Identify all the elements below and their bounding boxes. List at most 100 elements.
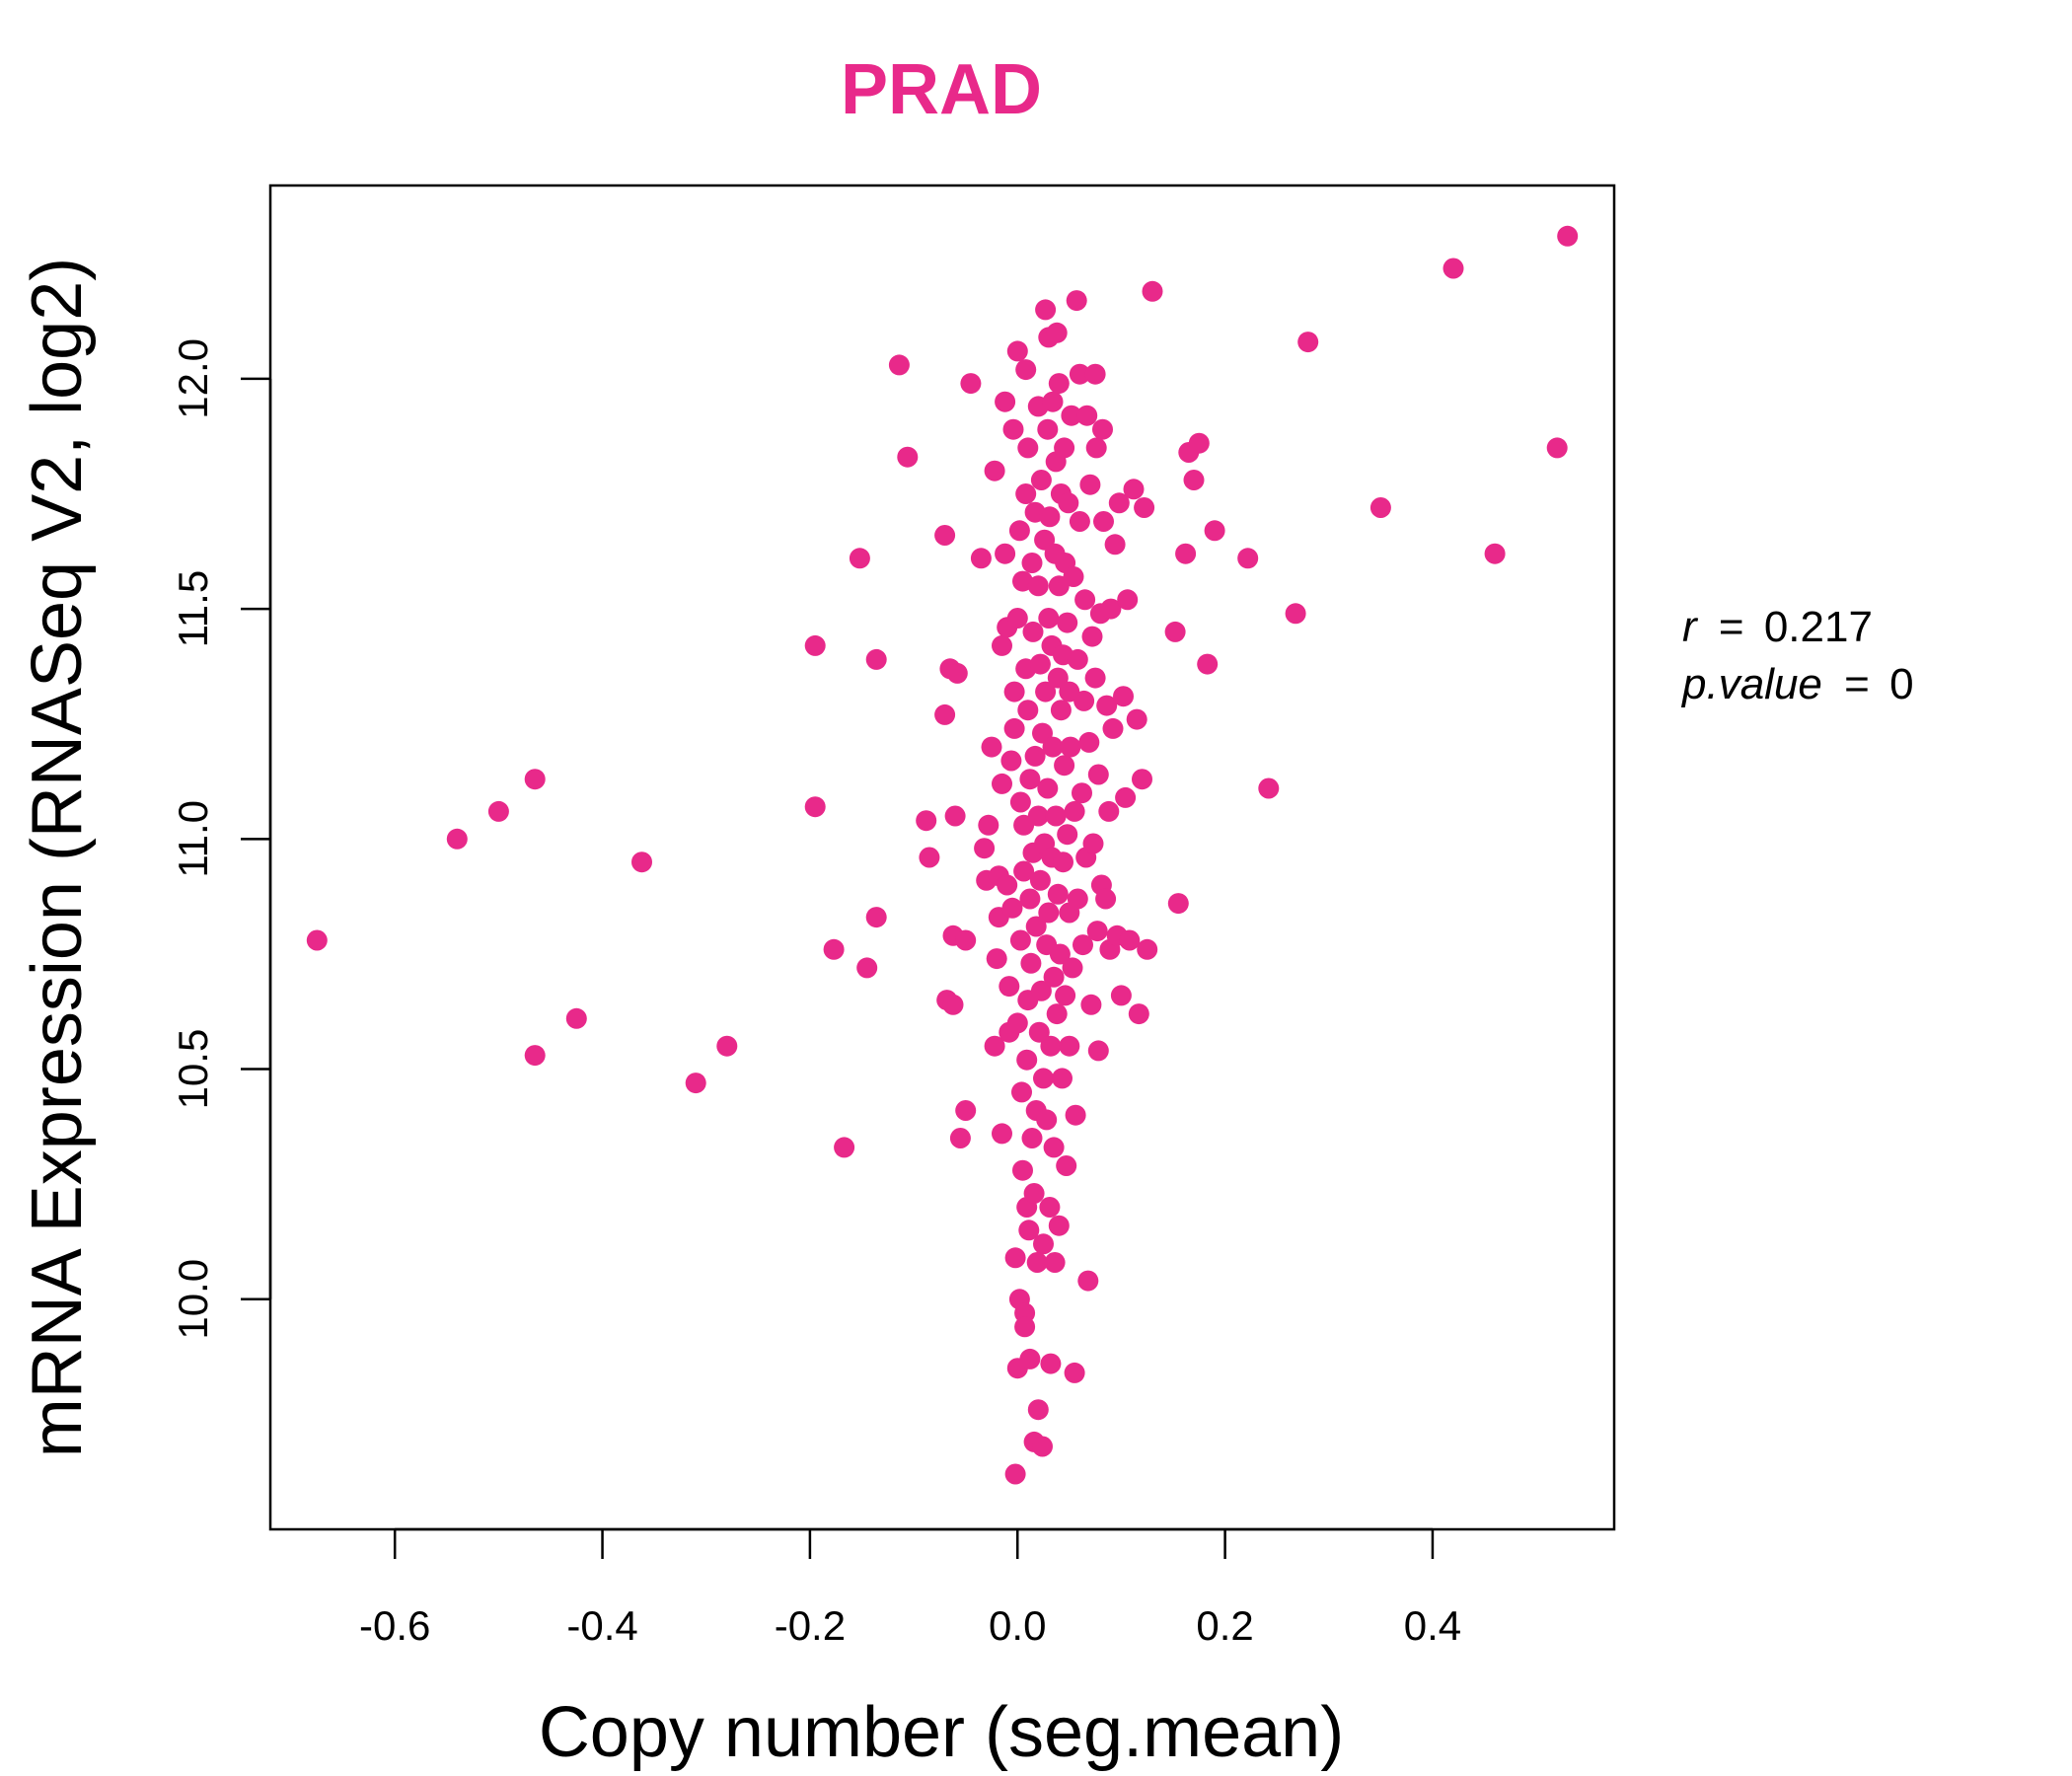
data-point <box>1093 511 1114 532</box>
data-point <box>1044 1252 1066 1273</box>
data-point <box>1042 391 1064 412</box>
data-point <box>856 957 878 979</box>
data-point <box>1443 258 1464 279</box>
data-point <box>1557 225 1579 247</box>
data-point <box>1175 543 1197 564</box>
data-point <box>955 929 977 951</box>
data-point <box>992 634 1012 656</box>
data-point <box>1087 1040 1109 1062</box>
data-point <box>1019 769 1041 790</box>
data-point <box>1043 1137 1065 1158</box>
y-tick-label: 12.0 <box>170 338 216 419</box>
data-point <box>974 838 996 859</box>
data-point <box>1076 405 1098 426</box>
data-point <box>888 354 910 376</box>
stats-annotation: r = 0.217 p.value = 0 <box>1680 603 1914 708</box>
data-point <box>1040 1353 1062 1374</box>
data-point <box>944 805 966 827</box>
data-point <box>1119 929 1141 951</box>
data-point <box>960 373 982 395</box>
data-point <box>1033 1233 1054 1255</box>
data-point <box>1074 589 1096 611</box>
data-point <box>1087 764 1109 785</box>
x-axis-title: Copy number (seg.mean) <box>539 1693 1344 1772</box>
data-point <box>1039 1197 1061 1218</box>
data-point <box>1020 952 1042 974</box>
data-point <box>1102 717 1124 739</box>
data-point <box>1115 786 1137 808</box>
data-point <box>942 994 964 1015</box>
y-tick-label: 11.5 <box>170 570 216 648</box>
data-point <box>1032 1436 1053 1457</box>
p-stat-label: p.value <box>1680 660 1822 708</box>
r-stat-value: 0.217 <box>1764 603 1873 651</box>
data-point <box>1065 1104 1086 1126</box>
data-point <box>995 391 1016 412</box>
y-tick-label: 11.0 <box>170 800 216 878</box>
data-point <box>1046 322 1068 343</box>
data-point <box>1012 1159 1033 1181</box>
data-point <box>1038 902 1060 924</box>
data-point <box>1054 755 1075 777</box>
data-point <box>1036 1109 1058 1131</box>
data-point <box>1057 824 1078 846</box>
x-tick-label: 0.2 <box>1196 1602 1253 1649</box>
data-point <box>1058 492 1079 514</box>
data-point <box>916 810 937 832</box>
data-point <box>1050 700 1072 721</box>
data-point <box>1100 598 1122 620</box>
data-point <box>1037 418 1059 440</box>
data-point <box>1061 405 1082 426</box>
data-point <box>1092 418 1113 440</box>
data-point <box>992 773 1012 794</box>
data-point <box>1110 985 1132 1006</box>
data-point <box>999 976 1020 998</box>
data-point <box>1039 506 1061 528</box>
data-point <box>1073 934 1093 956</box>
data-point <box>1104 534 1126 555</box>
data-point <box>897 446 919 468</box>
data-point <box>1067 888 1088 910</box>
data-point <box>1134 497 1155 518</box>
data-point <box>1047 667 1069 689</box>
data-point <box>978 814 999 836</box>
data-point <box>1095 888 1117 910</box>
data-point <box>685 1073 706 1094</box>
data-point <box>1021 553 1043 573</box>
data-point <box>1204 520 1225 542</box>
data-point <box>1113 686 1134 707</box>
p-stat-value: 0 <box>1889 660 1913 708</box>
data-point <box>1049 943 1071 965</box>
x-tick-label: 0.4 <box>1404 1602 1461 1649</box>
data-point <box>306 929 328 951</box>
data-point <box>1078 731 1100 753</box>
data-point <box>1137 938 1158 960</box>
data-point <box>1013 860 1035 882</box>
data-point <box>865 648 887 670</box>
p-stat: p.value = 0 <box>1680 660 1914 708</box>
x-tick-label: 0.0 <box>989 1602 1046 1649</box>
data-point <box>984 460 1005 481</box>
data-point <box>1069 363 1090 385</box>
data-point <box>1258 777 1280 799</box>
data-point <box>1006 608 1028 629</box>
data-point <box>1008 520 1030 542</box>
data-point <box>1038 608 1060 629</box>
y-tick-label: 10.5 <box>170 1029 216 1110</box>
data-point <box>1045 805 1067 827</box>
data-point <box>1066 290 1087 312</box>
data-point <box>1048 1215 1070 1236</box>
data-point <box>1015 483 1037 504</box>
data-point <box>1285 603 1306 625</box>
data-point <box>1015 359 1037 381</box>
data-point <box>1067 648 1088 670</box>
data-point <box>946 662 968 684</box>
data-point <box>631 851 652 873</box>
x-tick-label: -0.6 <box>359 1602 430 1649</box>
data-point <box>1027 575 1049 597</box>
data-point <box>1123 479 1145 500</box>
data-point <box>986 948 1007 970</box>
data-point <box>1059 1035 1080 1057</box>
data-point <box>1030 980 1052 1001</box>
